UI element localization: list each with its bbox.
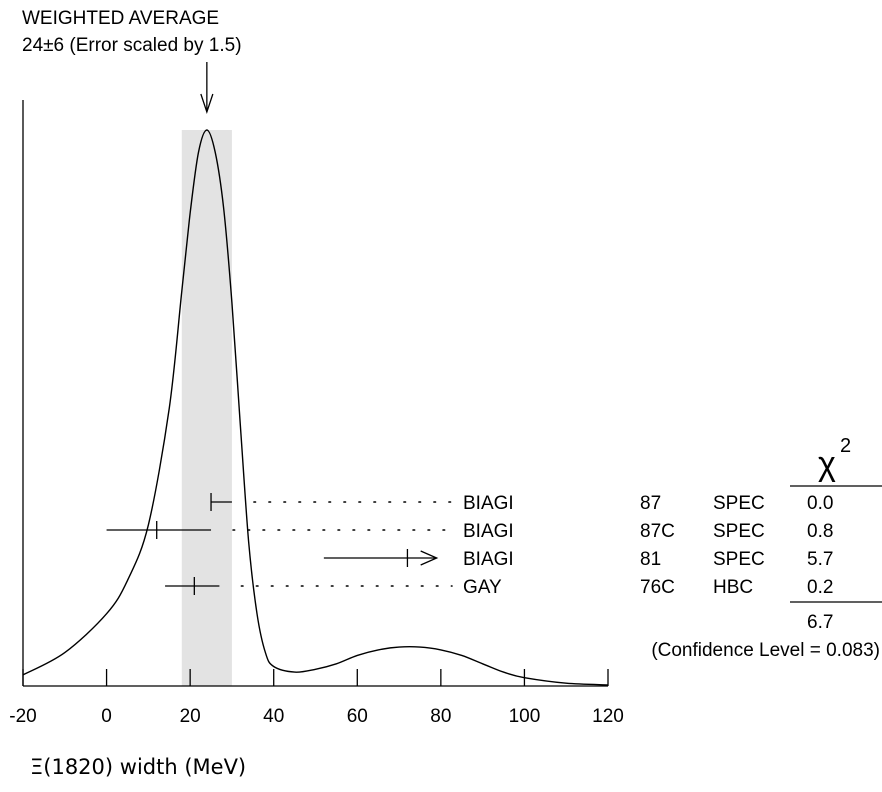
confidence-level: (Confidence Level = 0.083) <box>651 640 880 661</box>
chart-title: WEIGHTED AVERAGE <box>22 8 219 29</box>
x-axis-label: Ξ(1820) width (MeV) <box>30 755 246 779</box>
measurement-row: BIAGI 87C SPEC 0.8 <box>106 521 833 542</box>
chi2-value: 5.7 <box>807 549 833 570</box>
technique-label: HBC <box>713 577 753 598</box>
measurement-row: GAY 76C HBC 0.2 <box>165 577 833 598</box>
technique-label: SPEC <box>713 493 765 514</box>
technique-label: SPEC <box>713 549 765 570</box>
year-label: 76C <box>640 577 675 598</box>
chi2-header: χ <box>818 445 836 483</box>
author-label: BIAGI <box>463 549 514 570</box>
author-label: BIAGI <box>463 521 514 542</box>
chi2-header-exponent: 2 <box>840 435 851 457</box>
technique-label: SPEC <box>713 521 765 542</box>
chi2-total: 6.7 <box>807 612 833 633</box>
x-tick-label: 80 <box>430 706 451 727</box>
x-axis-tick-labels: -20 0 20 40 60 80 100 120 <box>9 706 624 727</box>
measurement-row: BIAGI 81 SPEC 5.7 <box>323 549 833 570</box>
author-label: BIAGI <box>463 493 514 514</box>
chi2-value: 0.2 <box>807 577 833 598</box>
x-tick-label: 100 <box>509 706 541 727</box>
x-tick-label: -20 <box>9 706 36 727</box>
x-tick-label: 60 <box>347 706 368 727</box>
year-label: 87C <box>640 521 675 542</box>
x-tick-label: 40 <box>263 706 284 727</box>
chi2-value: 0.0 <box>807 493 833 514</box>
arrow-head <box>420 550 439 566</box>
x-tick-label: 20 <box>180 706 201 727</box>
weighted-average-band <box>181 130 232 686</box>
x-tick-label: 120 <box>592 706 624 727</box>
measurements: BIAGI 87 SPEC 0.0 BIAGI 87C SPEC 0.8 BIAGI 81 SPEC… <box>106 493 833 598</box>
x-tick-label: 0 <box>101 706 112 727</box>
year-label: 81 <box>640 549 661 570</box>
weighted-average-arrow <box>200 62 214 115</box>
year-label: 87 <box>640 493 661 514</box>
chi2-value: 0.8 <box>807 521 833 542</box>
measurement-row: BIAGI 87 SPEC 0.0 <box>210 493 833 514</box>
ideogram-curve <box>22 129 609 686</box>
chart-subtitle: 24±6 (Error scaled by 1.5) <box>22 35 242 56</box>
author-label: GAY <box>463 577 502 598</box>
